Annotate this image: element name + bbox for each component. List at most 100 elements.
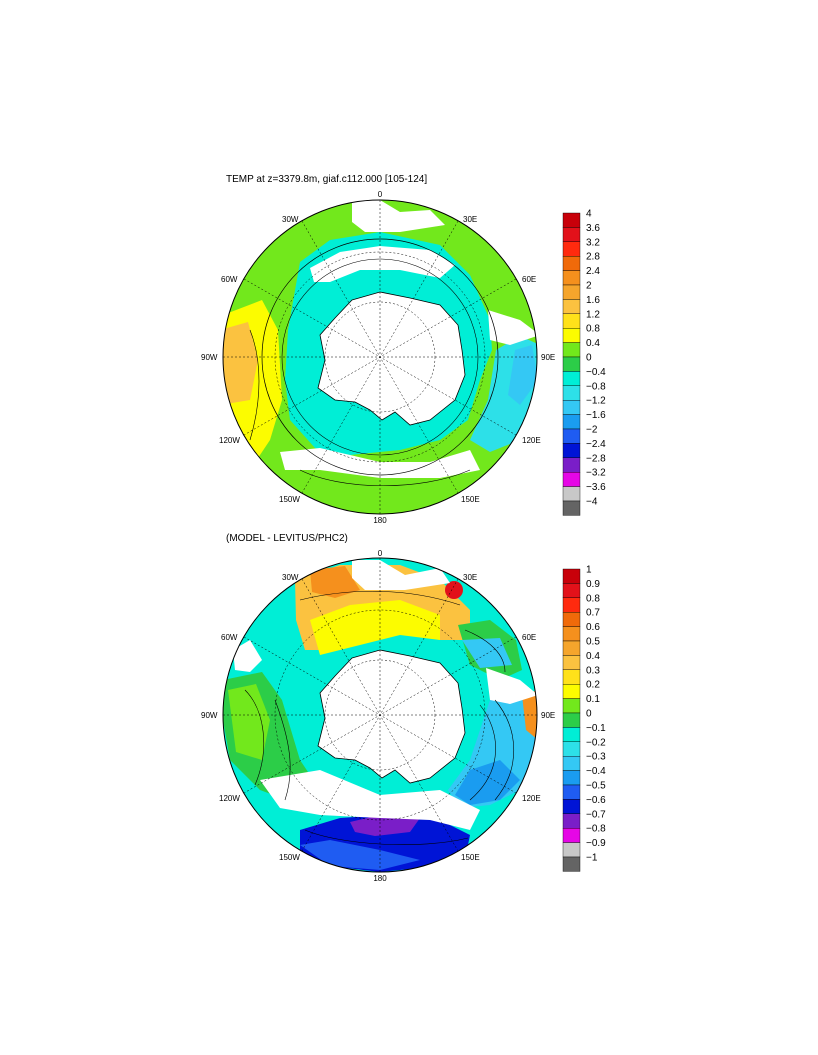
top-colorbar-swatch — [562, 371, 581, 386]
top-colorbar-swatch — [562, 385, 581, 401]
bottom-colorbar-tick-label: 0.7 — [586, 608, 600, 619]
top-colorbar-swatch — [562, 486, 581, 502]
bottom-field-north-yellow — [310, 600, 440, 655]
bottom-colorbar-swatch — [562, 612, 581, 627]
top-colorbar-swatch — [562, 400, 581, 415]
top-colorbar-tick-label: −2.4 — [586, 439, 606, 450]
bottom-field-east-colder — [455, 760, 520, 805]
bottom-colorbar-swatch — [562, 842, 581, 858]
bottom-lon-label-30w: 30W — [282, 573, 299, 582]
bottom-colorbar-swatch — [562, 828, 581, 843]
top-colorbar-swatch — [562, 313, 581, 329]
top-colorbar-swatch — [562, 328, 581, 343]
top-colorbar-tick-label: −1.6 — [586, 410, 606, 421]
bottom-colorbar-tick-label: 0.6 — [586, 622, 600, 633]
bottom-colorbar-swatch — [562, 813, 581, 829]
bottom-colorbar-swatch — [562, 770, 581, 786]
top-colorbar-swatch — [562, 443, 581, 458]
bottom-lon-label-90e: 90E — [541, 711, 555, 720]
top-colorbar-tick-label: 1.2 — [586, 309, 600, 320]
bottom-colorbar-tick-label: −1 — [586, 853, 598, 864]
bottom-lon-label-120w: 120W — [219, 794, 240, 803]
top-nodata-ring-north — [310, 246, 455, 282]
top-colorbar-swatch — [562, 284, 581, 300]
top-lon-label-90e: 90E — [541, 353, 555, 362]
top-colorbar-swatch — [562, 428, 581, 444]
top-colorbar-tick-label: −2 — [586, 425, 598, 436]
top-colorbar-tick-label: 3.6 — [586, 223, 600, 234]
top-colorbar-tick-label: 0.8 — [586, 324, 600, 335]
top-lon-label-150w: 150W — [279, 495, 300, 504]
top-colorbar-swatch — [562, 457, 581, 473]
bottom-antarctica-landmass — [317, 649, 466, 784]
top-colorbar-tick-label: −0.8 — [586, 381, 606, 392]
bottom-field-north-orange — [310, 566, 360, 598]
bottom-nodata-west — [233, 640, 262, 672]
top-field-east-colder-patch — [508, 345, 537, 405]
top-colorbar-tick-label: −0.4 — [586, 367, 606, 378]
bottom-field-south-blue-light — [300, 840, 420, 870]
bottom-nodata-south — [260, 770, 480, 830]
bottom-colorbar-tick-label: 0.1 — [586, 694, 600, 705]
top-lon-label-0: 0 — [378, 190, 383, 199]
top-colorbar-tick-label: 2.4 — [586, 266, 600, 277]
top-lon-label-90w: 90W — [201, 353, 218, 362]
top-polar-map: 0 30E 60E 90E 120E 150E 180 150W 120W 90… — [201, 190, 555, 525]
bottom-colorbar-swatch — [562, 698, 581, 714]
bottom-lon-label-150e: 150E — [461, 853, 480, 862]
top-nodata-north — [352, 200, 445, 232]
bottom-colorbar-tick-label: 0.8 — [586, 593, 600, 604]
bottom-colorbar-tick-label: −0.6 — [586, 795, 606, 806]
top-colorbar-swatch — [562, 227, 581, 242]
top-colorbar-tick-label: 3.2 — [586, 237, 600, 248]
bottom-map-title: (MODEL - LEVITUS/PHC2) — [226, 533, 348, 544]
top-nodata-east — [488, 310, 537, 345]
top-colorbar-swatch — [562, 256, 581, 271]
bottom-colorbar-swatch — [562, 756, 581, 771]
bottom-lon-label-90w: 90W — [201, 711, 218, 720]
top-colorbar-tick-label: −4 — [586, 497, 598, 508]
top-colorbar-tick-label: 1.6 — [586, 295, 600, 306]
bottom-colorbar-swatch — [562, 568, 581, 584]
bottom-nodata-east — [486, 668, 537, 704]
bottom-colorbar-tick-label: 0.5 — [586, 637, 600, 648]
bottom-lon-label-150w: 150W — [279, 853, 300, 862]
bottom-colorbar-tick-label: −0.5 — [586, 781, 606, 792]
bottom-lon-label-60w: 60W — [221, 633, 238, 642]
bottom-colorbar-swatch — [562, 583, 581, 599]
bottom-colorbar-swatch — [562, 727, 581, 743]
bottom-field-hot-spot — [445, 581, 463, 599]
top-lon-label-150e: 150E — [461, 495, 480, 504]
top-colorbar-swatch — [562, 472, 581, 487]
top-colorbar-swatch — [562, 270, 581, 286]
bottom-lon-label-30e: 30E — [463, 573, 477, 582]
top-colorbar: 4 3.6 3.2 2.8 2.4 2 1.6 1.2 0.8 0.4 0 −0.4 −0.8 −1.2 −… — [562, 209, 606, 516]
bottom-colorbar-swatch — [562, 597, 581, 613]
top-colorbar-tick-label: 2.8 — [586, 252, 600, 263]
top-colorbar-tick-label: −3.6 — [586, 482, 606, 493]
bottom-lon-label-180: 180 — [373, 874, 387, 883]
top-colorbar-swatch — [562, 414, 581, 430]
top-lon-label-120e: 120E — [522, 436, 541, 445]
top-colorbar-tick-label: −3.2 — [586, 468, 606, 479]
bottom-colorbar-tick-label: −0.9 — [586, 838, 606, 849]
top-lon-label-180: 180 — [373, 516, 387, 525]
bottom-colorbar-swatch — [562, 684, 581, 699]
bottom-colorbar-tick-label: −0.8 — [586, 824, 606, 835]
bottom-colorbar-tick-label: 0.2 — [586, 680, 600, 691]
bottom-colorbar-swatch — [562, 626, 581, 642]
top-lon-label-30e: 30E — [463, 215, 477, 224]
top-colorbar-swatch — [562, 241, 581, 257]
bottom-colorbar-swatch — [562, 669, 581, 685]
top-colorbar-swatch — [562, 342, 581, 358]
bottom-colorbar-swatch — [562, 712, 581, 728]
top-field-warmest-patch — [223, 322, 258, 405]
bottom-colorbar-tick-label: 0.3 — [586, 665, 600, 676]
bottom-colorbar-tick-label: −0.1 — [586, 723, 606, 734]
bottom-field-south-purple — [350, 815, 420, 836]
bottom-polar-map: 0 30E 60E 90E 120E 150E 180 150W 120W 90… — [201, 549, 555, 883]
bottom-colorbar-swatch — [562, 799, 581, 815]
top-lon-label-120w: 120W — [219, 436, 240, 445]
bottom-nodata-north — [352, 560, 450, 590]
bottom-colorbar-swatch — [562, 784, 581, 800]
